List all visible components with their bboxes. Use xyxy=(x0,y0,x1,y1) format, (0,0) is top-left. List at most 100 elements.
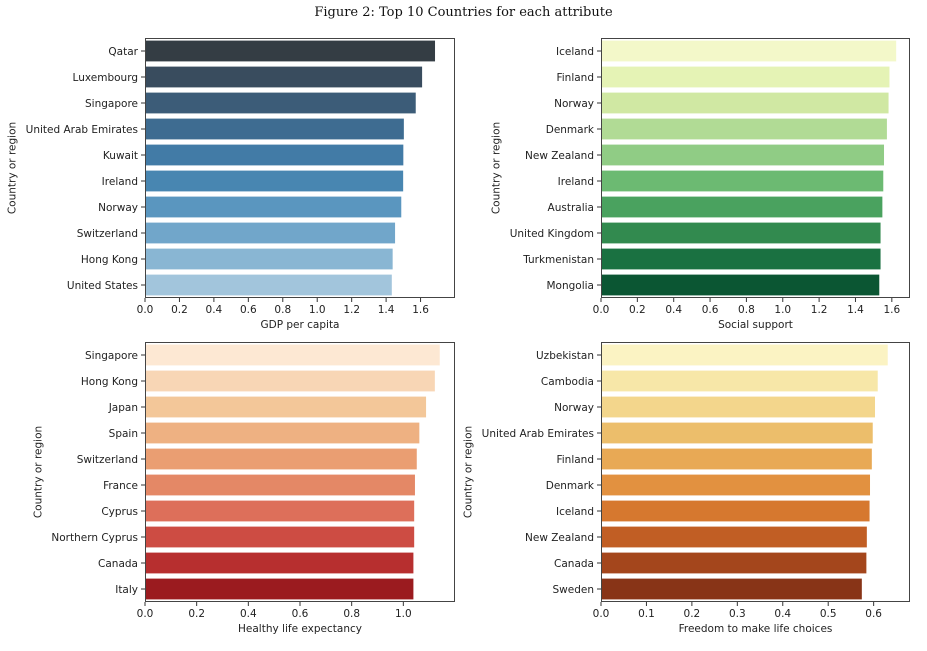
x-tick-label: 0.6 xyxy=(240,304,257,316)
bar-australia xyxy=(601,196,883,218)
x-axis-label: Healthy life expectancy xyxy=(238,623,362,635)
bar-mongolia xyxy=(601,274,880,296)
bar-iceland xyxy=(601,500,870,522)
bar-kuwait xyxy=(145,144,404,166)
bar-hong-kong xyxy=(145,248,393,270)
category-label: Singapore xyxy=(85,98,138,110)
bar-hong-kong xyxy=(145,370,435,392)
category-label: Hong Kong xyxy=(81,376,138,388)
x-tick-label: 1.0 xyxy=(395,608,412,620)
x-tick-label: 0.4 xyxy=(206,304,223,316)
plot-frame xyxy=(601,38,910,298)
category-label: Cyprus xyxy=(101,506,138,518)
category-label: Ireland xyxy=(102,176,138,188)
category-label: Norway xyxy=(554,98,594,110)
x-tick-label: 1.6 xyxy=(412,304,429,316)
bar-norway xyxy=(601,396,876,418)
category-label: Kuwait xyxy=(103,150,138,162)
x-tick-label: 0.3 xyxy=(729,608,746,620)
bar-united-kingdom xyxy=(601,222,881,244)
x-tick-label: 1.2 xyxy=(811,304,828,316)
x-tick-label: 0.8 xyxy=(274,304,291,316)
bar-iceland xyxy=(601,40,897,62)
bar-cambodia xyxy=(601,370,878,392)
y-axis-label: Country or region xyxy=(7,122,19,214)
plot-frame xyxy=(601,342,910,602)
category-label: Switzerland xyxy=(77,454,138,466)
bar-luxembourg xyxy=(145,66,423,88)
category-label: Norway xyxy=(98,202,138,214)
category-label: Norway xyxy=(554,402,594,414)
x-tick-label: 1.4 xyxy=(847,304,864,316)
y-axis-label: Country or region xyxy=(463,426,475,518)
bar-singapore xyxy=(145,92,416,114)
plot-frame xyxy=(145,38,455,298)
bar-ireland xyxy=(145,170,404,192)
category-label: Spain xyxy=(109,428,138,440)
bar-spain xyxy=(145,422,420,444)
category-label: Iceland xyxy=(556,46,594,58)
x-tick-label: 0.2 xyxy=(188,608,205,620)
bar-france xyxy=(145,474,415,496)
x-tick-label: 0.4 xyxy=(665,304,682,316)
bar-new-zealand xyxy=(601,144,885,166)
x-axis-label: Social support xyxy=(718,319,793,331)
category-label: Finland xyxy=(556,454,594,466)
category-label: United Arab Emirates xyxy=(482,428,594,440)
bar-sweden xyxy=(601,578,862,600)
category-label: Luxembourg xyxy=(73,72,138,84)
category-label: Singapore xyxy=(85,350,138,362)
category-label: New Zealand xyxy=(525,532,594,544)
bar-northern-cyprus xyxy=(145,526,415,548)
category-label: United States xyxy=(67,280,138,292)
category-label: Turkmenistan xyxy=(522,254,594,266)
category-label: France xyxy=(103,480,138,492)
x-tick-label: 0.6 xyxy=(292,608,309,620)
category-label: Canada xyxy=(554,558,594,570)
x-tick-label: 0.2 xyxy=(629,304,646,316)
x-tick-label: 0.6 xyxy=(702,304,719,316)
x-tick-label: 0.5 xyxy=(820,608,837,620)
bar-finland xyxy=(601,66,890,88)
category-label: Northern Cyprus xyxy=(51,532,138,544)
x-tick-label: 0.4 xyxy=(774,608,791,620)
bar-canada xyxy=(145,552,414,574)
figure-title: Figure 2: Top 10 Countries for each attr… xyxy=(314,5,613,20)
category-label: Iceland xyxy=(556,506,594,518)
bar-norway xyxy=(601,92,889,114)
category-label: United Arab Emirates xyxy=(26,124,138,136)
bar-ireland xyxy=(601,170,884,192)
bar-qatar xyxy=(145,40,436,62)
bar-cyprus xyxy=(145,500,415,522)
category-label: Qatar xyxy=(108,46,138,58)
bar-switzerland xyxy=(145,222,396,244)
bar-canada xyxy=(601,552,867,574)
category-label: United Kingdom xyxy=(510,228,594,240)
bar-italy xyxy=(145,578,414,600)
x-tick-label: 1.0 xyxy=(774,304,791,316)
bar-singapore xyxy=(145,344,440,366)
category-label: Ireland xyxy=(558,176,594,188)
chart-social-support: Iceland Finland Norway Denmark New Zealand Ir… xyxy=(491,38,910,331)
bar-united-states xyxy=(145,274,392,296)
chart-healthy-life-expectancy: Singapore Hong Kong Japan Spain Switzerland F… xyxy=(32,342,455,635)
x-tick-label: 1.2 xyxy=(343,304,360,316)
bar-denmark xyxy=(601,118,887,140)
category-label: Italy xyxy=(115,584,138,596)
x-tick-label: 1.0 xyxy=(309,304,326,316)
bar-switzerland xyxy=(145,448,417,470)
category-label: Hong Kong xyxy=(81,254,138,266)
x-axis-label: Freedom to make life choices xyxy=(679,623,833,635)
x-tick-label: 1.6 xyxy=(883,304,900,316)
y-axis-label: Country or region xyxy=(491,122,503,214)
category-label: Denmark xyxy=(546,480,595,492)
x-tick-label: 0.8 xyxy=(738,304,755,316)
bar-new-zealand xyxy=(601,526,867,548)
chart-gdp-per-capita: Qatar Luxembourg Singapore United Arab Emir… xyxy=(7,38,455,331)
category-label: Uzbekistan xyxy=(536,350,594,362)
category-label: Japan xyxy=(108,402,138,414)
bar-norway xyxy=(145,196,402,218)
bar-uzbekistan xyxy=(601,344,888,366)
category-label: Mongolia xyxy=(547,280,595,292)
x-tick-label: 0.2 xyxy=(171,304,188,316)
